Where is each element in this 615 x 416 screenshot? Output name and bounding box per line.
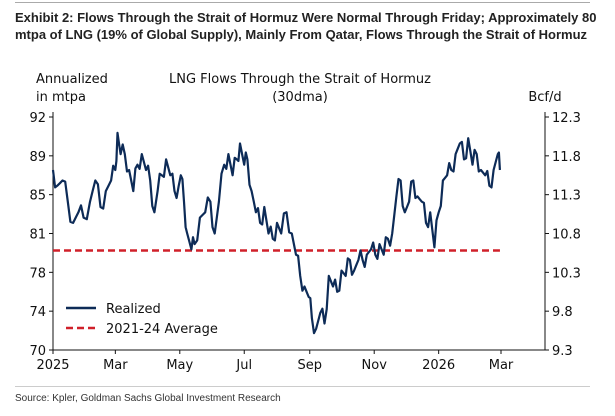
chart-subtitle: (30dma): [272, 90, 328, 105]
y-left-tick-label: 85: [29, 189, 46, 204]
x-tick-label: Nov: [362, 358, 388, 373]
chart-title: LNG Flows Through the Strait of Hormuz: [169, 72, 431, 87]
y-left-tick-label: 70: [29, 344, 46, 359]
y-right-tick-label: 12.3: [552, 111, 581, 126]
y-right-tick-label: 9.3: [552, 344, 573, 359]
y-right-tick-label: 11.8: [552, 150, 581, 165]
legend-average-label: 2021-24 Average: [106, 322, 218, 337]
x-tick-label: Mar: [103, 358, 128, 373]
y-right-tick-label: 10.8: [552, 228, 581, 243]
right-axis-label: Bcf/d: [528, 90, 561, 105]
y-left-tick-label: 92: [29, 111, 46, 126]
x-tick-label: Mar: [489, 358, 514, 373]
source-note: Source: Kpler, Goldman Sachs Global Inve…: [15, 393, 281, 404]
left-axis-label-2: in mtpa: [36, 90, 86, 105]
top-divider: [15, 2, 590, 3]
y-right-tick-label: 10.3: [552, 266, 581, 281]
x-tick-label: May: [166, 358, 193, 373]
x-tick-label: 2026: [422, 358, 455, 373]
x-tick-label: Sep: [297, 358, 322, 373]
y-right-tick-label: 9.8: [552, 305, 573, 320]
legend: Realized 2021-24 Average: [66, 302, 218, 337]
exhibit-title: Exhibit 2: Flows Through the Strait of H…: [15, 10, 597, 42]
bottom-divider: [15, 386, 590, 387]
left-axis-label-1: Annualized: [36, 72, 108, 87]
lng-flows-chart: Annualized in mtpa LNG Flows Through the…: [29, 72, 581, 373]
y-left-tick-label: 78: [29, 266, 46, 281]
legend-realized-label: Realized: [106, 302, 161, 317]
y-right-tick-label: 11.3: [552, 189, 581, 204]
x-tick-label: 2025: [36, 358, 69, 373]
y-left-tick-label: 89: [29, 150, 46, 165]
realized-line: [51, 131, 501, 335]
y-left-tick-label: 74: [29, 305, 46, 320]
y-left-tick-label: 81: [29, 228, 46, 243]
x-tick-label: Jul: [235, 358, 252, 373]
